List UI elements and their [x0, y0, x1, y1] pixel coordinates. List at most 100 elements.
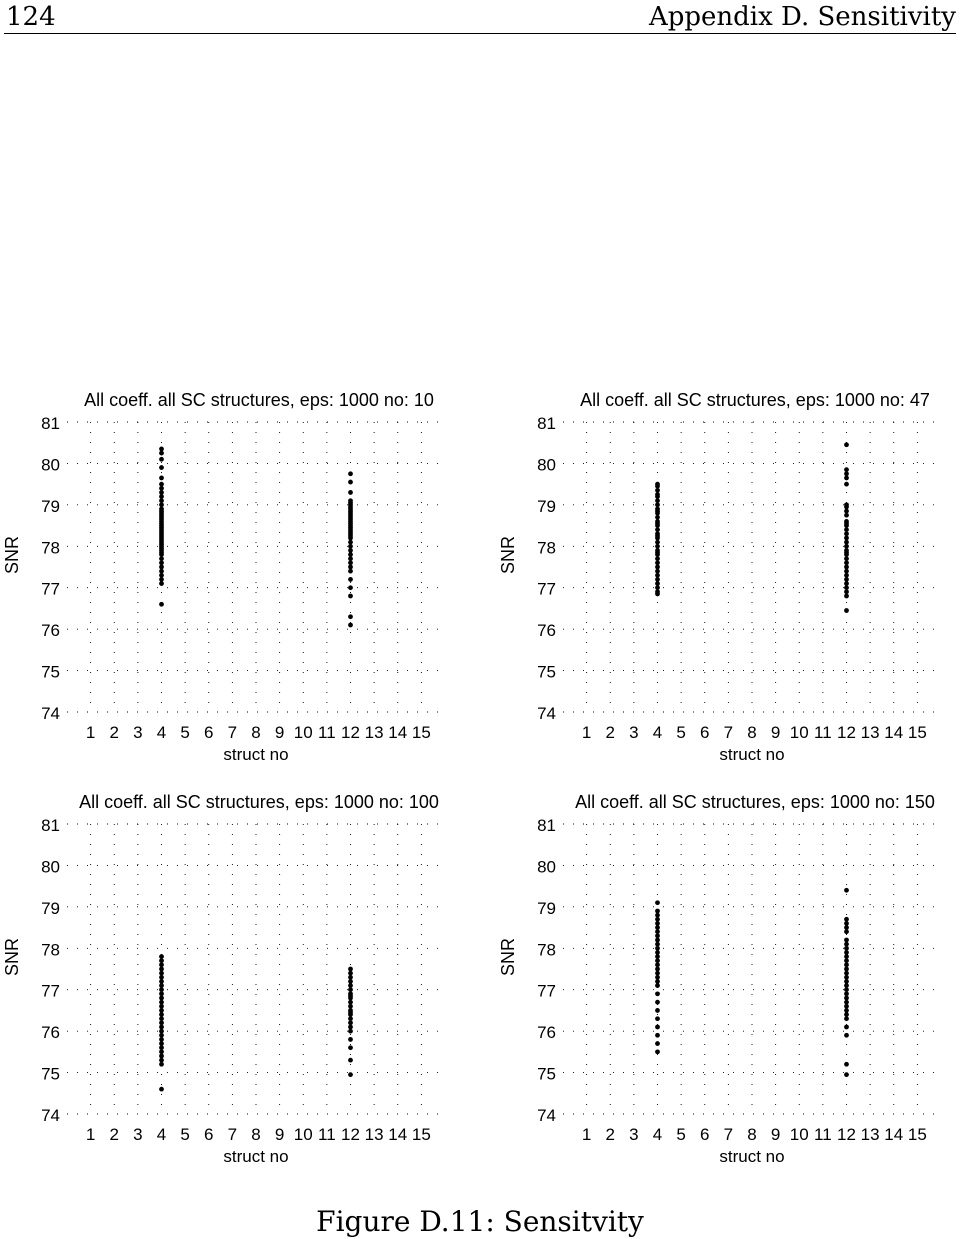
- y-tick-label: 79: [41, 899, 60, 918]
- data-point: [844, 1024, 849, 1030]
- data-point: [159, 494, 164, 499]
- data-point: [159, 564, 164, 570]
- data-point: [348, 983, 353, 988]
- x-tick-label: 3: [133, 1125, 142, 1144]
- data-point: [348, 987, 353, 993]
- data-point: [159, 465, 164, 470]
- data-point: [655, 539, 660, 545]
- data-point: [159, 995, 164, 1001]
- data-point: [655, 1032, 660, 1038]
- data-point: [348, 560, 353, 566]
- data-series-2: [348, 966, 353, 1078]
- data-point: [348, 471, 353, 477]
- data-point: [655, 568, 660, 574]
- data-point: [655, 974, 660, 980]
- data-point: [844, 974, 849, 980]
- data-point: [159, 577, 164, 582]
- data-point: [348, 1057, 353, 1063]
- data-point: [655, 937, 660, 943]
- y-tick-label: 78: [537, 940, 556, 959]
- data-point: [844, 916, 849, 922]
- data-point: [159, 1020, 164, 1026]
- data-point: [655, 556, 660, 562]
- x-tick-label: 15: [412, 1125, 431, 1144]
- x-tick-label: 10: [294, 723, 313, 742]
- chart-panel-4: All coeff. all SC structures, eps: 1000 …: [498, 792, 941, 1166]
- y-tick-label: 76: [537, 1023, 556, 1042]
- data-point: [159, 974, 164, 980]
- data-point: [159, 481, 164, 487]
- x-tick-label: 5: [180, 723, 189, 742]
- x-tick-label: 14: [884, 1125, 903, 1144]
- data-point: [844, 958, 849, 964]
- y-tick-label: 75: [537, 663, 556, 682]
- data-point: [159, 1086, 164, 1092]
- y-tick-label: 77: [41, 982, 60, 1001]
- data-point: [348, 539, 353, 545]
- data-point: [348, 1024, 353, 1030]
- data-point: [348, 1028, 353, 1034]
- data-point: [844, 1003, 849, 1009]
- x-tick-label: 4: [653, 1125, 662, 1144]
- y-tick-label: 78: [41, 940, 60, 959]
- data-point: [844, 887, 849, 893]
- data-point: [844, 481, 849, 487]
- x-tick-label: 13: [861, 723, 880, 742]
- data-point: [844, 966, 849, 972]
- x-tick-label: 1: [582, 723, 591, 742]
- data-point: [844, 941, 849, 947]
- data-point: [159, 560, 164, 566]
- data-point: [348, 1012, 353, 1017]
- data-point: [348, 1016, 353, 1022]
- data-point: [348, 999, 353, 1005]
- data-point: [655, 581, 660, 586]
- data-point: [655, 941, 660, 947]
- data-point: [159, 485, 164, 491]
- data-point: [844, 552, 849, 557]
- data-point: [844, 535, 849, 541]
- data-point: [159, 1041, 164, 1046]
- data-point: [655, 991, 660, 997]
- data-point: [159, 572, 164, 578]
- data-point: [844, 585, 849, 591]
- data-point: [655, 1024, 660, 1030]
- data-point: [159, 958, 164, 964]
- x-tick-label: 5: [676, 1125, 685, 1144]
- data-point: [844, 572, 849, 578]
- data-point: [655, 979, 660, 984]
- y-tick-label: 79: [537, 899, 556, 918]
- data-point: [844, 523, 849, 528]
- data-point: [844, 925, 849, 930]
- data-point: [159, 490, 164, 495]
- x-tick-label: 12: [837, 1125, 856, 1144]
- data-point: [655, 483, 660, 489]
- x-tick-label: 10: [790, 1125, 809, 1144]
- x-tick-label: 9: [771, 1125, 780, 1144]
- data-point: [348, 593, 353, 599]
- data-point: [348, 1020, 353, 1026]
- data-point: [348, 548, 353, 553]
- data-series-1: [159, 954, 164, 1092]
- x-tick-label: 6: [700, 1125, 709, 1144]
- x-tick-label: 13: [365, 1125, 384, 1144]
- y-tick-label: 81: [41, 414, 60, 433]
- data-point: [348, 966, 353, 972]
- data-point: [844, 983, 849, 988]
- data-point: [844, 929, 849, 935]
- data-point: [844, 991, 849, 997]
- x-tick-label: 4: [157, 723, 166, 742]
- data-point: [655, 908, 660, 914]
- data-point: [159, 1037, 164, 1042]
- data-point: [159, 962, 164, 968]
- x-tick-label: 12: [341, 723, 360, 742]
- header-rule: [4, 33, 956, 34]
- data-point: [348, 1045, 353, 1051]
- y-tick-label: 80: [41, 857, 60, 876]
- chart-title: All coeff. all SC structures, eps: 1000 …: [84, 390, 434, 410]
- x-tick-label: 7: [724, 723, 733, 742]
- data-point: [159, 1049, 164, 1055]
- data-point: [655, 983, 660, 988]
- figure-panels: All coeff. all SC structures, eps: 1000 …: [2, 390, 941, 1166]
- x-tick-label: 6: [204, 1125, 213, 1144]
- page-number: 124: [6, 2, 56, 32]
